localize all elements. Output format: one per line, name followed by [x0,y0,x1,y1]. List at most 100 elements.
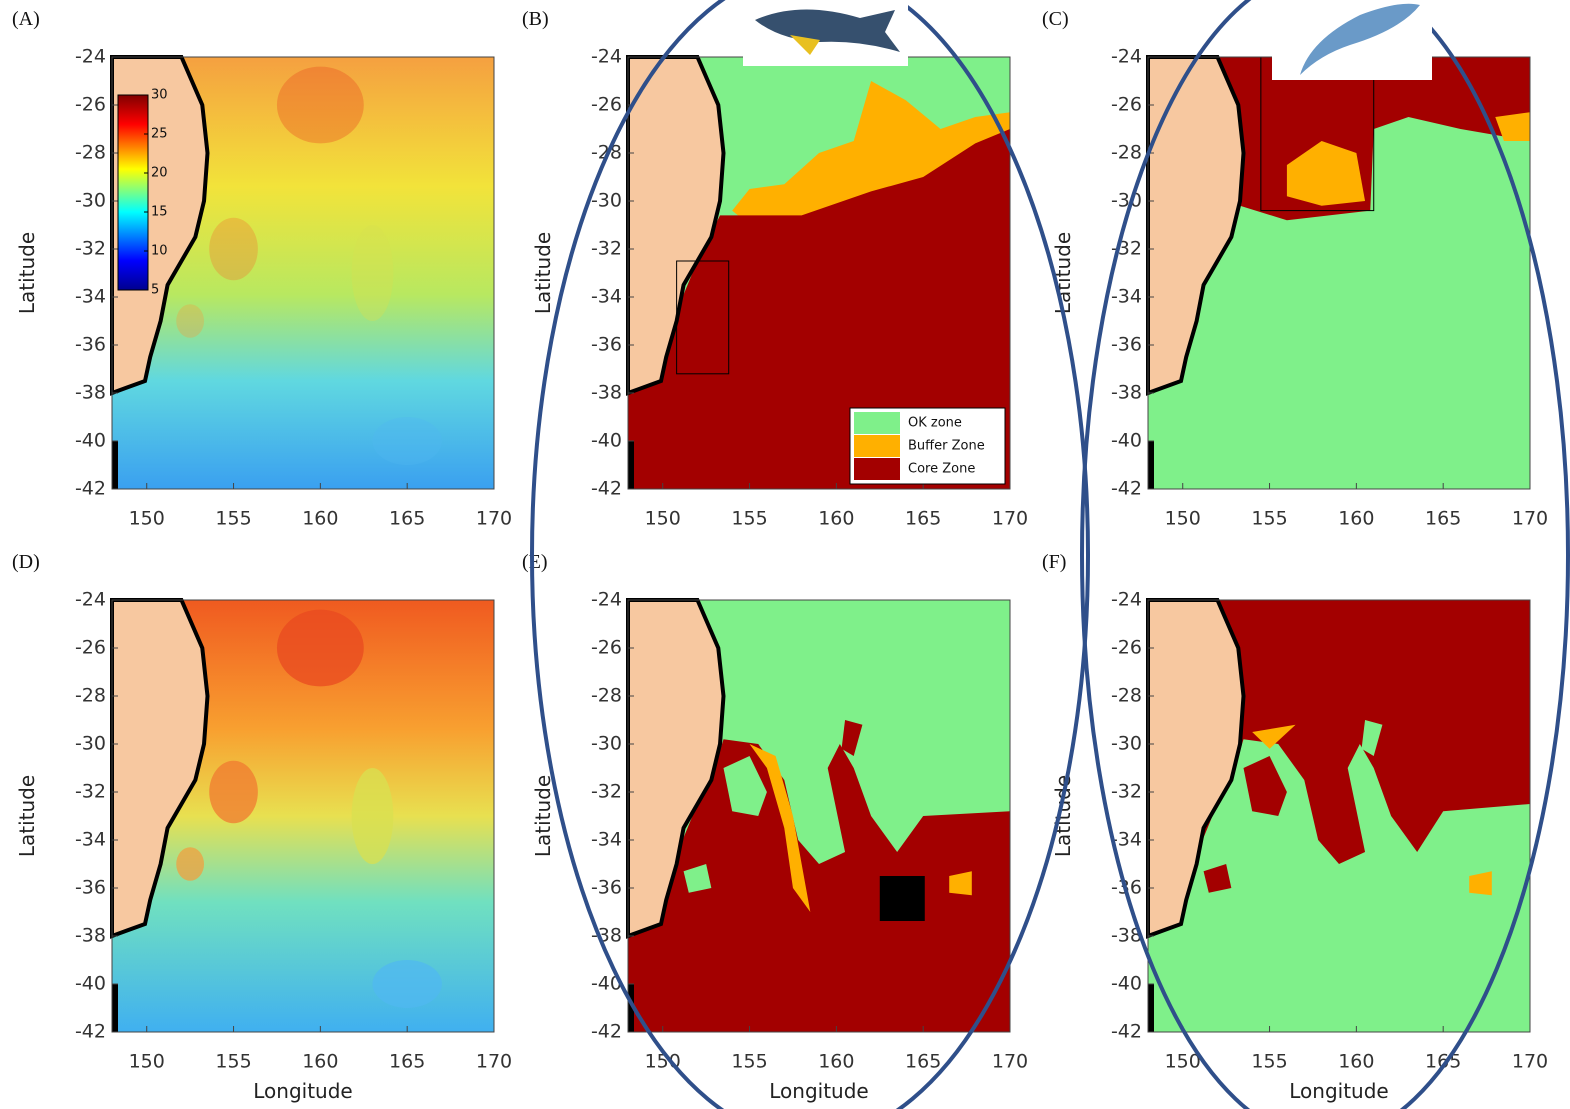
y-tick-label: -24 [591,589,622,611]
colorbar-tick-label: 20 [151,166,168,181]
y-axis-label: Latitude [15,232,39,314]
zone-area [1243,756,1287,816]
x-tick-label: 170 [476,508,512,530]
legend-label: OK zone [908,416,962,431]
y-tick-label: -32 [75,238,106,260]
sst-eddy [372,417,442,465]
zone-area [1252,724,1296,749]
legend-label: Buffer Zone [908,439,985,454]
y-tick-label: -42 [75,1021,106,1043]
y-tick-label: -26 [1111,637,1142,659]
zone-area [683,864,712,893]
y-tick-label: -30 [1111,733,1142,755]
panel: 150 155 160 165 170-24-26-28-30-32-34-36-38-… [522,8,1028,530]
y-tick-label: -36 [75,334,106,356]
zone-area [1361,720,1383,756]
y-tick-label: -28 [75,685,106,707]
y-tick-label: -42 [75,478,106,500]
plot-frame [627,599,1011,1033]
y-tick-label: -34 [75,286,106,308]
panel-label: (D) [12,551,40,573]
y-tick-label: -26 [591,94,622,116]
panel-label: (A) [12,8,40,30]
zone-area [723,756,767,816]
x-tick-label: 150 [129,1051,165,1073]
zone-area [1148,739,1530,1032]
legend-swatch [854,412,900,434]
y-tick-label: -30 [591,190,622,212]
zone-area [749,744,811,912]
highlight-ellipse [1080,0,1570,1109]
y-tick-label: -30 [75,190,106,212]
x-tick-label: 160 [302,1051,338,1073]
y-tick-label: -40 [591,973,622,995]
y-tick-label: -28 [1111,142,1142,164]
y-tick-label: -24 [591,46,622,68]
x-axis-label: Longitude [769,1079,868,1103]
y-tick-label: -36 [591,334,622,356]
zone-area [949,871,972,896]
x-tick-label: 165 [905,1051,941,1073]
sst-eddy [176,847,205,881]
tasmania [112,984,118,1032]
x-tick-label: 160 [818,1051,854,1073]
land [1146,55,1246,396]
y-tick-label: -40 [75,430,106,452]
inset-box [676,260,730,375]
land [626,598,726,939]
sst-eddy [176,304,205,338]
y-tick-label: -32 [75,781,106,803]
panel: 150 155 160 165 170-24-26-28-30-32-34-36-38-… [522,551,1028,1103]
y-tick-label: -24 [75,589,106,611]
y-tick-label: -32 [591,781,622,803]
y-tick-label: -26 [75,637,106,659]
y-tick-label: -34 [1111,286,1142,308]
tasmania [1148,984,1154,1032]
land [626,55,726,396]
zone-area [841,720,863,756]
y-tick-label: -30 [591,733,622,755]
y-tick-label: -36 [1111,334,1142,356]
x-tick-label: 155 [731,1051,767,1073]
colorbar-tick-label: 15 [151,205,168,220]
x-tick-label: 150 [645,1051,681,1073]
y-tick-label: -24 [1111,589,1142,611]
y-tick-label: -32 [591,238,622,260]
y-axis-label: Latitude [15,775,39,857]
y-tick-label: -24 [75,46,106,68]
x-tick-label: 155 [1251,1051,1287,1073]
x-tick-label: 170 [476,1051,512,1073]
y-tick-label: -34 [75,829,106,851]
y-tick-label: -38 [1111,382,1142,404]
tasmania [628,441,634,489]
x-tick-label: 155 [731,508,767,530]
x-tick-label: 150 [129,508,165,530]
sst-eddy [276,66,364,144]
y-axis-label: Latitude [1051,775,1075,857]
y-tick-label: -42 [1111,478,1142,500]
y-tick-label: -40 [591,430,622,452]
sst-eddy [372,960,442,1008]
zone-area [1286,141,1366,206]
fish-icon [1300,3,1420,75]
panel-label: (E) [522,551,548,573]
x-tick-label: 170 [1512,1051,1548,1073]
y-tick-label: -28 [1111,685,1142,707]
y-tick-label: -36 [75,877,106,899]
highlight-ellipse [530,0,1090,1109]
x-tick-label: 165 [905,508,941,530]
x-axis-label: Longitude [253,1079,352,1103]
tasmania [1148,441,1154,489]
zone-area [1203,864,1232,893]
x-tick-label: 160 [1338,1051,1374,1073]
x-tick-label: 170 [992,1051,1028,1073]
colorbar-tick-label: 10 [151,244,168,259]
zone-area [1495,112,1530,141]
x-axis-label: Longitude [1289,1079,1388,1103]
x-tick-label: 165 [389,508,425,530]
y-tick-label: -42 [591,1021,622,1043]
sst-eddy [351,768,394,864]
plot-frame [1147,599,1531,1033]
y-tick-label: -26 [591,637,622,659]
